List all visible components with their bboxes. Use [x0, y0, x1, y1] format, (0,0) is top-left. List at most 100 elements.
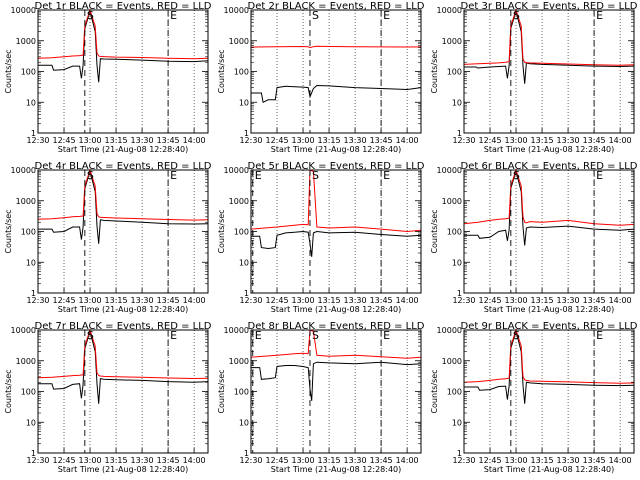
panel-8-frame	[250, 329, 422, 454]
panel-9-marker-s: S	[513, 329, 520, 342]
panel-2-marker-s: S	[312, 9, 319, 22]
panel-8-xlabel: Start Time (21-Aug-08 12:28:40)	[271, 465, 402, 474]
panel-6-xtick-label: 12:30	[452, 296, 475, 305]
panel-8-ytick-label: 100	[234, 388, 249, 397]
panel-2-xtick-label: 13:00	[292, 136, 315, 145]
panel-8-xtick-label: 13:15	[318, 456, 341, 465]
panel-5-xtick-label: 13:15	[318, 296, 341, 305]
panel-9-ytick-label: 1000	[442, 357, 462, 366]
panel-1-ylabel: Counts/sec	[4, 49, 13, 93]
panel-6-series-lld	[463, 168, 635, 226]
panel-7-series-events	[38, 329, 209, 404]
panel-5-frame	[250, 169, 422, 294]
panel-7-xtick-label: 13:15	[105, 456, 128, 465]
panel-5-xtick-label: 13:30	[344, 296, 367, 305]
panel-9-xtick-label: 13:00	[505, 456, 528, 465]
panel-6-xlabel: Start Time (21-Aug-08 12:28:40)	[484, 305, 615, 314]
panel-4-xtick-label: 13:00	[79, 296, 102, 305]
panel-8-marker-e: E	[383, 329, 390, 342]
panel-9-frame	[463, 329, 635, 454]
panel-8-ytick-label: 10	[239, 418, 249, 427]
panel-7-ylabel: Counts/sec	[4, 369, 13, 413]
panel-1-frame	[37, 9, 209, 134]
panel-7-ytick-label: 10000	[11, 326, 36, 335]
panel-4-ytick-label: 1000	[16, 197, 36, 206]
panel-4-xtick-label: 14:00	[183, 296, 206, 305]
panel-5-xtick-label: 13:00	[292, 296, 315, 305]
panel-8-series-events	[251, 361, 422, 401]
panel-6-ytick-label: 100	[447, 228, 462, 237]
panel-8-marker-e: E	[255, 329, 262, 342]
panel-1-ytick-label: 100	[21, 68, 36, 77]
panel-3-title: Det 3r BLACK = Events, RED = LLD	[461, 1, 638, 12]
panel-8-ytick-label: 10000	[224, 326, 249, 335]
panel-9-ytick-label: 1	[457, 449, 462, 458]
panel-9-title: Det 9r BLACK = Events, RED = LLD	[461, 321, 638, 332]
panel-5-marker-e: E	[383, 169, 390, 182]
panel-8-title: Det 8r BLACK = Events, RED = LLD	[248, 321, 425, 332]
panel-3-ytick-label: 10	[452, 98, 462, 107]
panel-2-xtick-label: 14:00	[396, 136, 419, 145]
panel-2-xlabel: Start Time (21-Aug-08 12:28:40)	[271, 145, 402, 154]
panel-2-ytick-label: 100	[234, 68, 249, 77]
panel-8-ytick-label: 1	[244, 449, 249, 458]
panel-1-xtick-label: 12:45	[52, 136, 75, 145]
panel-1-ytick-label: 10000	[11, 6, 36, 15]
panel-1-ytick-label: 1	[31, 129, 36, 138]
panel-1-ytick-label: 1000	[16, 37, 36, 46]
panel-3-ytick-label: 1000	[442, 37, 462, 46]
panel-2-xtick-label: 12:45	[265, 136, 288, 145]
panel-9-xtick-label: 13:15	[531, 456, 554, 465]
panel-7-series-lld	[37, 328, 209, 380]
panel-7-xtick-label: 12:45	[52, 456, 75, 465]
panel-3-ylabel: Counts/sec	[430, 49, 439, 93]
panel-9-xtick-label: 12:30	[452, 456, 475, 465]
panel-4-title: Det 4r BLACK = Events, RED = LLD	[35, 161, 212, 172]
panel-1-xtick-label: 13:00	[79, 136, 102, 145]
panel-6-xtick-label: 13:30	[557, 296, 580, 305]
panel-2-series-events	[251, 84, 422, 104]
panel-2-ytick-label: 10000	[224, 6, 249, 15]
panel-6-series-events	[464, 169, 635, 246]
panel-9-series-events	[464, 329, 635, 404]
panel-6-frame	[463, 169, 635, 294]
panel-7-xtick-label: 13:45	[157, 456, 180, 465]
panel-3-ytick-label: 10000	[437, 6, 462, 15]
panel-7-ytick-label: 10	[26, 418, 36, 427]
panel-5-xtick-label: 14:00	[396, 296, 419, 305]
panel-2-series-lld	[250, 45, 422, 49]
panel-3-xtick-label: 13:45	[583, 136, 606, 145]
panel-3-xtick-label: 12:30	[452, 136, 475, 145]
panel-6-ytick-label: 1	[457, 289, 462, 298]
panel-6-xtick-label: 14:00	[609, 296, 632, 305]
panel-4-xlabel: Start Time (21-Aug-08 12:28:40)	[58, 305, 189, 314]
panel-9-ytick-label: 10000	[437, 326, 462, 335]
panel-8-xtick-label: 12:45	[265, 456, 288, 465]
panel-3-series-events	[464, 9, 635, 84]
panel-2-xtick-label: 12:30	[239, 136, 262, 145]
panel-5-xtick-label: 13:45	[370, 296, 393, 305]
panel-8-xtick-label: 14:00	[396, 456, 419, 465]
panel-8-series-lld	[250, 329, 422, 359]
panel-6-ytick-label: 10	[452, 258, 462, 267]
panel-8-xtick-label: 13:45	[370, 456, 393, 465]
panel-9-ylabel: Counts/sec	[430, 369, 439, 413]
panel-4-ytick-label: 10000	[11, 166, 36, 175]
panel-3-xlabel: Start Time (21-Aug-08 12:28:40)	[484, 145, 615, 154]
panel-5-series-events	[251, 230, 422, 257]
panel-3-frame	[463, 9, 635, 134]
panel-4-marker-s: S	[87, 169, 94, 182]
panel-9-xtick-label: 14:00	[609, 456, 632, 465]
panel-2-xtick-label: 13:45	[370, 136, 393, 145]
panel-2-marker-e: E	[383, 9, 390, 22]
panel-9-series-lld	[463, 328, 635, 384]
panel-6-xtick-label: 13:45	[583, 296, 606, 305]
panel-7-ytick-label: 1	[31, 449, 36, 458]
panel-3-xtick-label: 14:00	[609, 136, 632, 145]
panel-3-marker-s: S	[513, 9, 520, 22]
